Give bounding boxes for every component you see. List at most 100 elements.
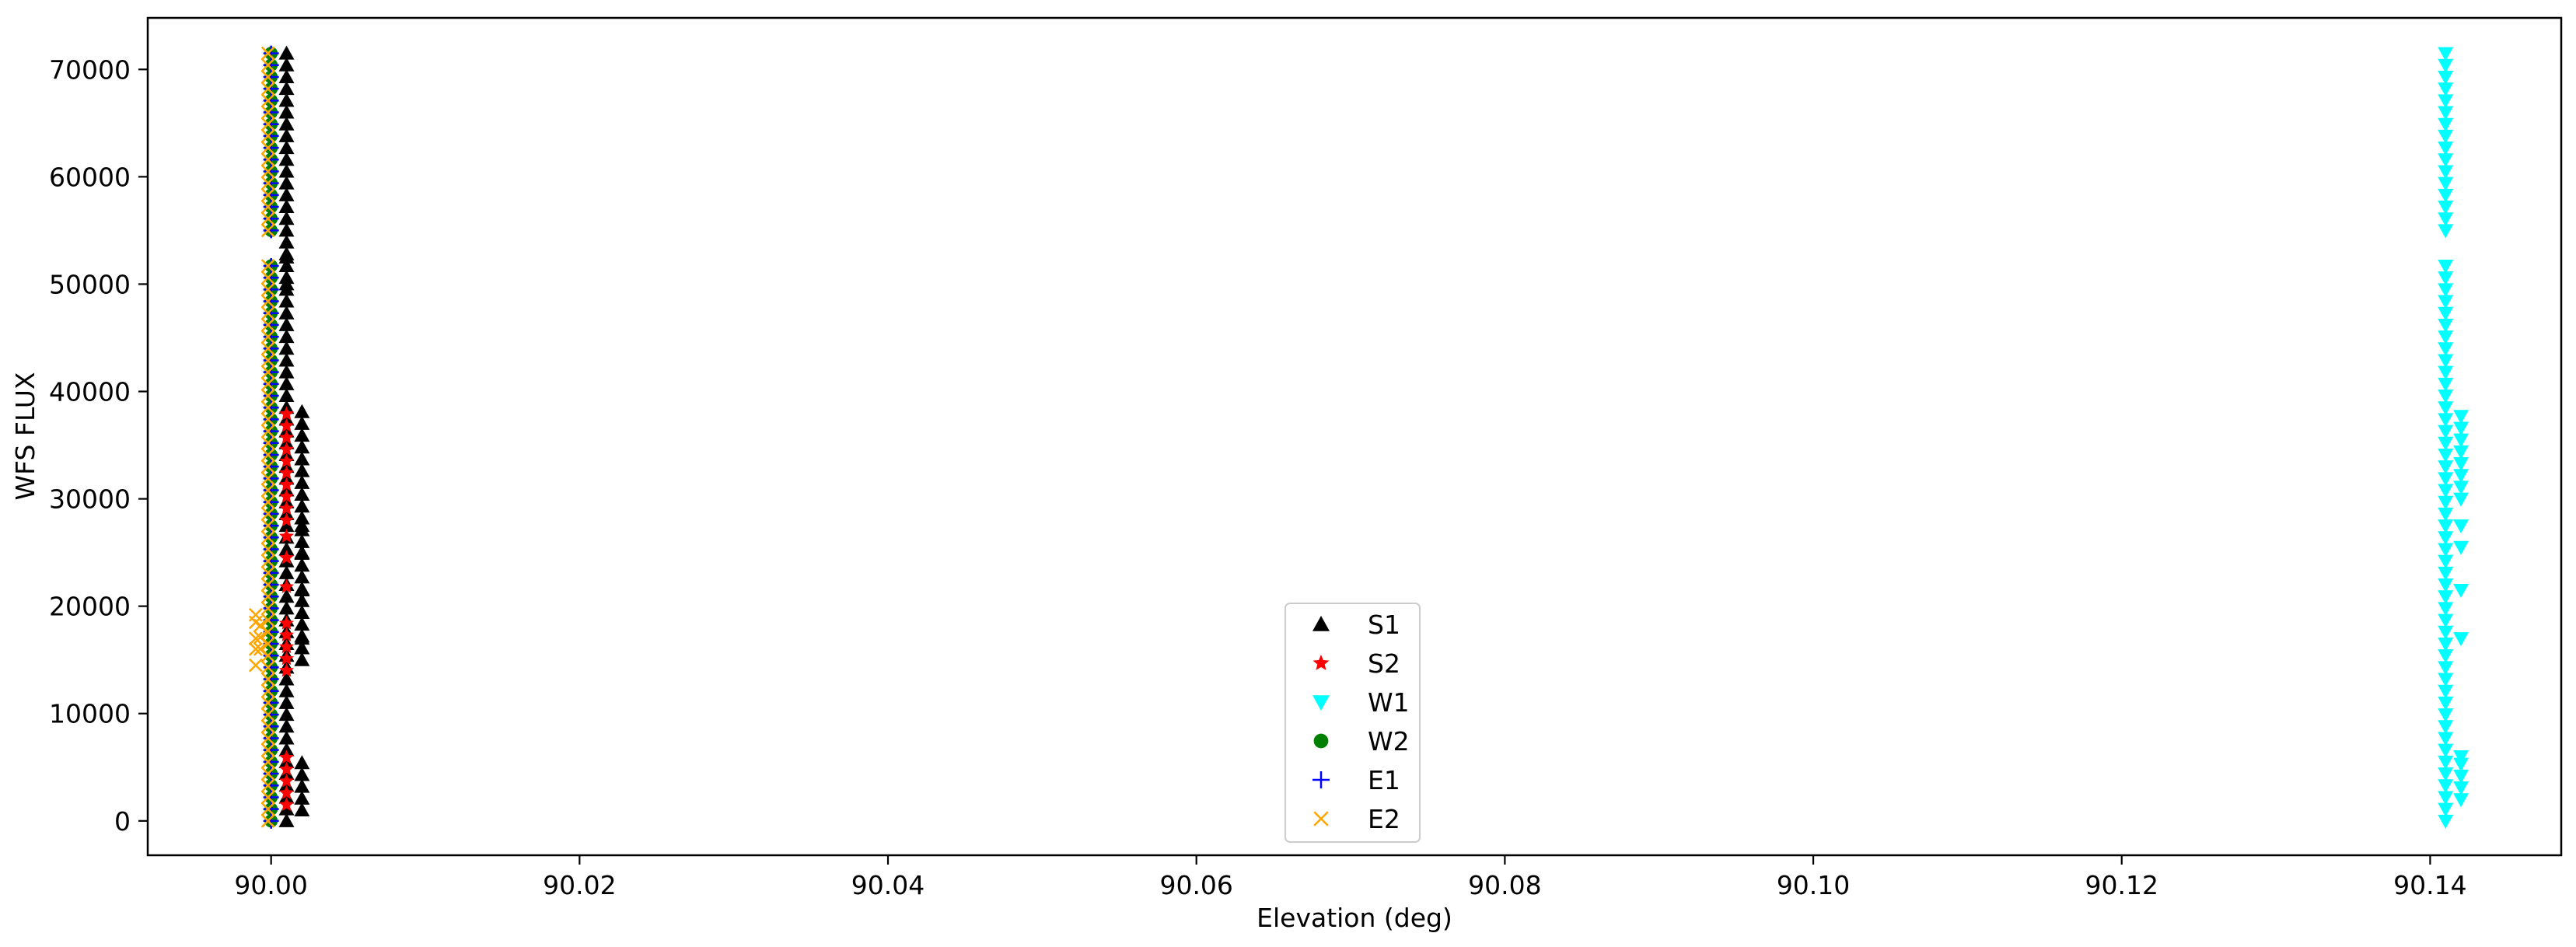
x-tick-label: 90.06 (1159, 870, 1232, 900)
x-axis-label: Elevation (deg) (1257, 903, 1452, 933)
y-tick-label: 0 (114, 806, 131, 837)
data-point (2438, 342, 2454, 357)
data-point (260, 754, 275, 769)
data-point (278, 683, 295, 697)
data-point (2453, 793, 2469, 808)
data-point (294, 428, 310, 442)
data-point (260, 778, 275, 793)
data-point (279, 639, 294, 654)
data-point (260, 578, 275, 592)
data-point (260, 696, 275, 710)
y-tick-label: 30000 (49, 484, 131, 515)
data-point (260, 672, 275, 687)
data-point (260, 554, 275, 568)
data-point (260, 223, 275, 238)
data-point (260, 731, 275, 746)
data-point (279, 501, 294, 515)
data-point (260, 412, 275, 427)
data-point (278, 116, 295, 131)
data-point (260, 93, 275, 108)
data-point (2453, 781, 2469, 796)
data-point (2438, 330, 2454, 345)
data-point (294, 439, 310, 454)
data-point (260, 790, 275, 805)
data-point (260, 589, 275, 604)
data-point (260, 271, 275, 285)
data-point (260, 376, 275, 391)
data-point (248, 631, 263, 645)
y-axis-ticks: 0 10000 20000 30000 40000 50000 60000 70000 (49, 54, 148, 837)
data-point (278, 364, 295, 379)
legend-label: S2 (1368, 648, 1400, 679)
data-point (294, 544, 310, 559)
data-point (2438, 176, 2454, 191)
data-point (260, 294, 275, 309)
data-point (260, 460, 275, 474)
data-point (279, 418, 294, 432)
data-point (260, 152, 275, 167)
data-point (2438, 224, 2454, 239)
data-point (278, 730, 295, 745)
data-point (2438, 472, 2454, 487)
data-point (2438, 495, 2454, 510)
data-point (260, 176, 275, 190)
data-point (2438, 507, 2454, 522)
data-point (260, 565, 275, 580)
data-point (2438, 58, 2454, 73)
data-point (278, 316, 295, 331)
legend-label: S1 (1368, 610, 1400, 640)
data-point (260, 743, 275, 757)
data-point (2453, 433, 2469, 448)
data-point (2438, 295, 2454, 309)
data-point (2438, 566, 2454, 581)
data-point (2438, 602, 2454, 617)
data-point (2438, 696, 2454, 711)
x-tick-label: 90.14 (2393, 870, 2466, 900)
data-point (2453, 492, 2469, 507)
data-point (2438, 212, 2454, 227)
data-point (2438, 401, 2454, 416)
data-point (2438, 188, 2454, 203)
data-point (2453, 445, 2469, 460)
data-point (260, 341, 275, 356)
data-point (2438, 708, 2454, 723)
data-point (278, 222, 295, 237)
data-point (294, 617, 310, 631)
y-tick-label: 50000 (49, 269, 131, 299)
data-point (278, 57, 295, 72)
data-point (260, 660, 275, 675)
data-point (279, 442, 294, 456)
x-axis-ticks: 90.00 90.02 90.04 90.06 90.08 90.10 90.12 90.14 (234, 855, 2467, 900)
x-tick-label: 90.10 (1777, 870, 1850, 900)
data-point (260, 365, 275, 379)
legend: S1 S2 W1 W2 E1 E2 (1285, 603, 1421, 843)
data-point (294, 592, 310, 607)
data-point (2453, 421, 2469, 436)
data-point (294, 652, 310, 666)
data-point (278, 199, 295, 214)
data-point (260, 601, 275, 616)
data-point (278, 766, 295, 781)
y-axis-label: WFS FLUX (10, 372, 40, 501)
data-point (2438, 354, 2454, 369)
data-point (294, 767, 310, 781)
x-tick-label: 90.08 (1468, 870, 1541, 900)
data-point (260, 259, 275, 273)
series-e2 (248, 46, 275, 828)
data-point (294, 604, 310, 619)
data-point (248, 658, 263, 673)
data-point (2453, 540, 2469, 555)
data-point (260, 530, 275, 545)
data-point (248, 607, 263, 622)
legend-item-e2: E2 (1313, 804, 1400, 834)
data-point (260, 117, 275, 131)
data-point (260, 211, 275, 226)
data-point (294, 451, 310, 466)
data-point (2438, 271, 2454, 286)
data-point (278, 812, 295, 827)
legend-item-e1: E1 (1312, 765, 1400, 795)
data-point (2438, 613, 2454, 628)
data-point (279, 429, 294, 444)
data-point (260, 708, 275, 722)
data-point (278, 329, 295, 344)
